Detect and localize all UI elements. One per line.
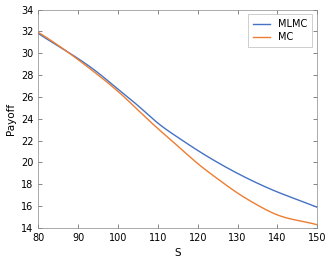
MC <box>254 202 258 206</box>
MC <box>149 121 153 124</box>
MC <box>259 205 263 209</box>
Y-axis label: Payoff: Payoff <box>6 103 16 135</box>
MLMC <box>159 124 163 127</box>
MLMC <box>259 183 263 186</box>
MC <box>37 31 41 34</box>
MLMC <box>65 50 69 53</box>
MC <box>228 186 232 189</box>
X-axis label: S: S <box>175 248 181 258</box>
MC <box>65 50 69 53</box>
MLMC <box>37 32 41 35</box>
MLMC <box>315 206 319 209</box>
MC <box>315 223 319 226</box>
MC <box>159 130 163 133</box>
MLMC <box>149 116 153 119</box>
Line: MLMC: MLMC <box>39 34 317 207</box>
MLMC <box>228 168 232 171</box>
Legend: MLMC, MC: MLMC, MC <box>248 15 312 47</box>
Line: MC: MC <box>39 32 317 225</box>
MLMC <box>254 181 258 184</box>
